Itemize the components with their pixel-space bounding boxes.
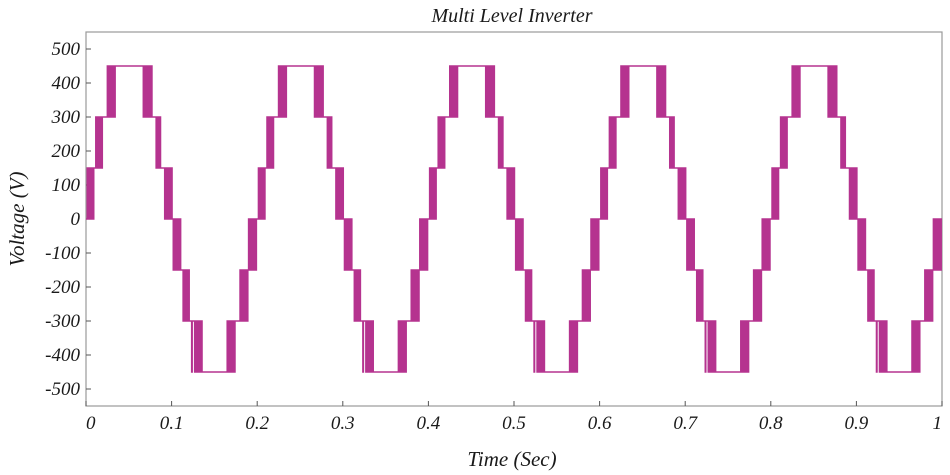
- voltage-series-line: [86, 65, 942, 373]
- plot-area: [86, 65, 942, 373]
- x-tick-label: 0.5: [502, 413, 526, 434]
- y-axis-label: Voltage (V): [5, 171, 29, 266]
- x-tick-label: 0.6: [588, 413, 612, 434]
- x-tick-label: 1: [933, 413, 943, 434]
- y-tick-label: -500: [45, 379, 80, 400]
- y-axis-ticks: 500 400 300 200 100 0 -100 -200 -300 -400 -500: [45, 39, 91, 400]
- y-tick-label: -300: [45, 311, 80, 332]
- x-tick-label: 0.1: [160, 413, 184, 434]
- x-tick-label: 0.4: [417, 413, 441, 434]
- y-tick-label: 100: [52, 175, 81, 196]
- x-tick-label: 0.9: [845, 413, 869, 434]
- y-tick-label: -100: [45, 243, 80, 264]
- x-axis-ticks: 0 0.1 0.2 0.3 0.4 0.5 0.6 0.7 0.8 0.9 1: [85, 401, 943, 434]
- x-axis-label: Time (Sec): [467, 447, 556, 471]
- y-tick-label: 400: [52, 73, 81, 94]
- x-tick-label: 0.7: [673, 413, 698, 434]
- chart-title: Multi Level Inverter: [430, 5, 592, 27]
- y-tick-label: 500: [52, 39, 81, 60]
- y-tick-label: 0: [71, 209, 81, 230]
- x-tick-label: 0.3: [331, 413, 355, 434]
- y-tick-label: -200: [45, 277, 80, 298]
- x-tick-label: 0.8: [759, 413, 783, 434]
- x-tick-label: 0.2: [245, 413, 269, 434]
- y-tick-label: 200: [52, 141, 81, 162]
- y-tick-label: 300: [51, 107, 81, 128]
- x-tick-label: 0: [86, 413, 96, 434]
- y-tick-label: -400: [45, 345, 80, 366]
